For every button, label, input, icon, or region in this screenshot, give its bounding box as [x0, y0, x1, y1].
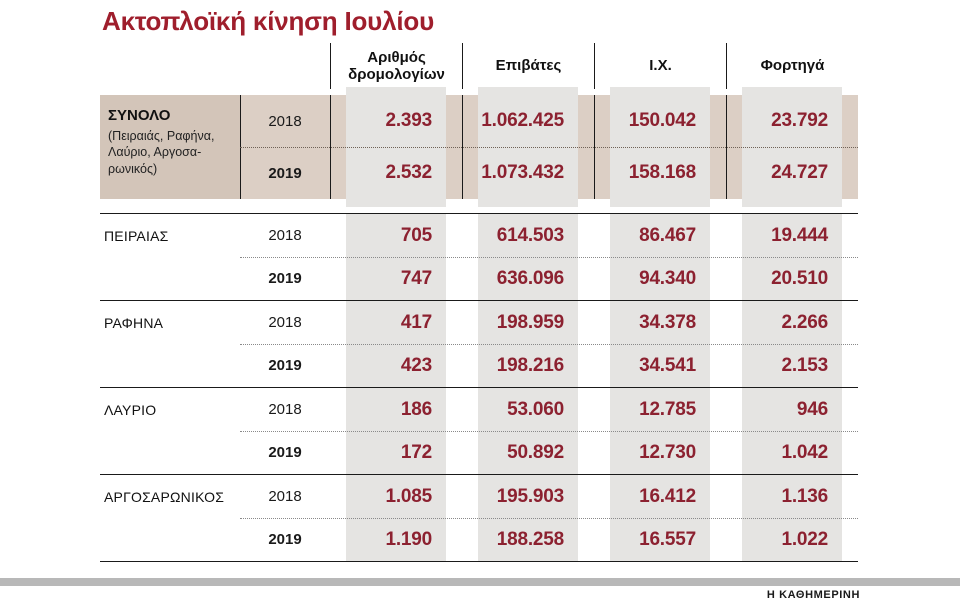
header-spacer	[100, 43, 330, 89]
value-cell: 34.541	[639, 354, 696, 376]
value-cell: 16.557	[639, 528, 696, 550]
city-group-lavrio: ΛΑΥΡΙΟ 2018 186 53.060 12.785 946 2019 1…	[100, 387, 858, 474]
value-cell: 24.727	[771, 162, 828, 183]
row-separator-dotted	[240, 431, 858, 432]
city-label: ΛΑΥΡΙΟ	[104, 401, 157, 418]
value-cell: 12.730	[639, 441, 696, 463]
value-cell: 158.168	[628, 162, 696, 183]
value-cell: 1.136	[781, 485, 828, 507]
year-label: 2018	[268, 314, 302, 331]
year-label: 2018	[268, 401, 302, 418]
table-row: 2019 423 198.216 34.541 2.153	[100, 344, 858, 387]
table-header: Αριθμός δρομολογίων Επιβάτες Ι.Χ. Φορτηγ…	[100, 43, 858, 89]
value-cell: 2.393	[385, 110, 432, 131]
year-label: 2019	[268, 357, 302, 374]
column-header-routes: Αριθμός δρομολογίων	[330, 43, 462, 89]
year-label: 2019	[268, 444, 302, 461]
year-label: 2019	[268, 164, 302, 182]
city-group-argosaronikos: ΑΡΓΟΣΑΡΩΝΙΚΟΣ 2018 1.085 195.903 16.412 …	[100, 474, 858, 561]
value-cell: 186	[400, 398, 432, 420]
value-cell: 705	[400, 224, 432, 246]
table-wrap: Ακτοπλοϊκή κίνηση Ιουλίου Αριθμός δρομολ…	[100, 6, 858, 562]
total-label-sub: (Πειραιάς, Ραφήνα, Λαύριο, Αργοσα­ρωνικό…	[108, 129, 215, 176]
value-cell: 423	[400, 354, 432, 376]
total-label-title: ΣΥΝΟΛΟ	[108, 107, 171, 124]
value-cell: 20.510	[771, 267, 828, 289]
year-label: 2018	[268, 112, 302, 130]
value-cell: 1.073.432	[481, 162, 564, 183]
value-cell: 188.258	[496, 528, 564, 550]
page-title: Ακτοπλοϊκή κίνηση Ιουλίου	[102, 6, 434, 36]
value-cell: 946	[796, 398, 828, 420]
value-cell: 614.503	[496, 224, 564, 246]
value-cell: 34.378	[639, 311, 696, 333]
value-cell: 195.903	[496, 485, 564, 507]
source-label: Η ΚΑΘΗΜΕΡΙΝΗ	[766, 589, 860, 600]
footer-divider-bar	[0, 578, 960, 586]
column-header-cars: Ι.Χ.	[594, 43, 726, 89]
value-cell: 198.216	[496, 354, 564, 376]
table-row: ΡΑΦΗΝΑ 2018 417 198.959 34.378 2.266	[100, 301, 858, 344]
city-label: ΡΑΦΗΝΑ	[104, 314, 164, 331]
row-separator-dotted	[240, 518, 858, 519]
value-cell: 53.060	[507, 398, 564, 420]
value-cell: 747	[400, 267, 432, 289]
value-cell: 2.266	[781, 311, 828, 333]
value-cell: 2.153	[781, 354, 828, 376]
column-header-trucks: Φορτηγά	[726, 43, 858, 89]
table-row: 2019 1.190 188.258 16.557 1.022	[100, 518, 858, 561]
value-cell: 198.959	[496, 311, 564, 333]
value-cell: 1.042	[781, 441, 828, 463]
year-label: 2018	[268, 227, 302, 244]
table-row: 2019 172 50.892 12.730 1.042	[100, 431, 858, 474]
value-cell: 636.096	[496, 267, 564, 289]
value-cell: 94.340	[639, 267, 696, 289]
year-label: 2018	[268, 488, 302, 505]
row-separator-dotted	[240, 147, 858, 148]
table-row: ΠΕΙΡΑΙΑΣ 2018 705 614.503 86.467 19.444	[100, 214, 858, 257]
row-separator-dotted	[240, 257, 858, 258]
city-groups: ΠΕΙΡΑΙΑΣ 2018 705 614.503 86.467 19.444 …	[100, 213, 858, 562]
value-cell: 1.190	[385, 528, 432, 550]
value-cell: 1.022	[781, 528, 828, 550]
value-cell: 1.062.425	[481, 110, 564, 131]
city-label: ΑΡΓΟΣΑΡΩΝΙΚΟΣ	[104, 488, 225, 505]
city-group-piraeus: ΠΕΙΡΑΙΑΣ 2018 705 614.503 86.467 19.444 …	[100, 213, 858, 300]
table-row: ΑΡΓΟΣΑΡΩΝΙΚΟΣ 2018 1.085 195.903 16.412 …	[100, 475, 858, 518]
table-row: 2018 2.393 1.062.425 150.042 23.792	[100, 95, 858, 147]
value-cell: 50.892	[507, 441, 564, 463]
value-cell: 417	[400, 311, 432, 333]
column-header-passengers: Επιβάτες	[462, 43, 594, 89]
value-cell: 19.444	[771, 224, 828, 246]
value-cell: 23.792	[771, 110, 828, 131]
value-cell: 150.042	[628, 110, 696, 131]
value-cell: 1.085	[385, 485, 432, 507]
row-separator-dotted	[240, 344, 858, 345]
city-label: ΠΕΙΡΑΙΑΣ	[104, 227, 169, 244]
total-label: ΣΥΝΟΛΟ (Πειραιάς, Ραφήνα, Λαύριο, Αργοσα…	[100, 95, 240, 199]
year-label: 2019	[268, 270, 302, 287]
table-row: 2019 747 636.096 94.340 20.510	[100, 257, 858, 300]
value-cell: 12.785	[639, 398, 696, 420]
total-block: ΣΥΝΟΛΟ (Πειραιάς, Ραφήνα, Λαύριο, Αργοσα…	[100, 87, 858, 207]
value-cell: 16.412	[639, 485, 696, 507]
city-group-rafina: ΡΑΦΗΝΑ 2018 417 198.959 34.378 2.266 201…	[100, 300, 858, 387]
value-cell: 172	[400, 441, 432, 463]
table-row: ΛΑΥΡΙΟ 2018 186 53.060 12.785 946	[100, 388, 858, 431]
table-row: 2019 2.532 1.073.432 158.168 24.727	[100, 147, 858, 199]
value-cell: 86.467	[639, 224, 696, 246]
value-cell: 2.532	[385, 162, 432, 183]
year-label: 2019	[268, 531, 302, 548]
